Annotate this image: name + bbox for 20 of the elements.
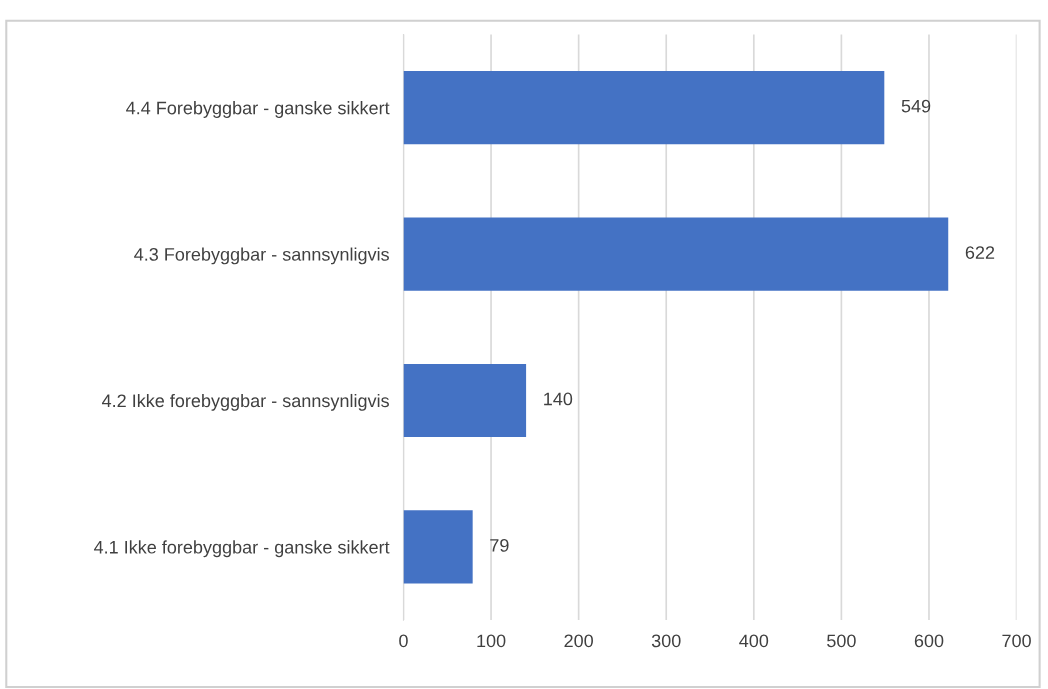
data-label: 79 [490,538,509,552]
x-tick-label: 500 [827,634,856,648]
bar [403,363,527,438]
x-tick-label: 600 [914,634,944,648]
y-tick-label: 4.1 Ikke forebyggbar - ganske sikkert [93,540,390,558]
x-tick-label: 0 [399,634,408,648]
x-tick-label: 400 [739,634,769,648]
y-tick-label: 4.4 Forebyggbar - ganske sikkert [126,101,390,118]
bar [403,217,949,291]
x-tick-label: 100 [477,634,506,648]
y-tick-label: 4.3 Forebyggbar - sannsynligvis [134,247,389,265]
bar [403,510,473,584]
bar [403,71,885,145]
data-label: 140 [544,392,573,406]
x-tick-label: 300 [651,634,681,648]
x-tick-label: 700 [1002,634,1031,648]
data-label: 622 [965,246,995,259]
x-tick-label: 200 [564,634,593,648]
data-label: 549 [901,99,931,113]
y-tick-label: 4.2 Ikke forebyggbar - sannsynligvis [101,393,389,411]
